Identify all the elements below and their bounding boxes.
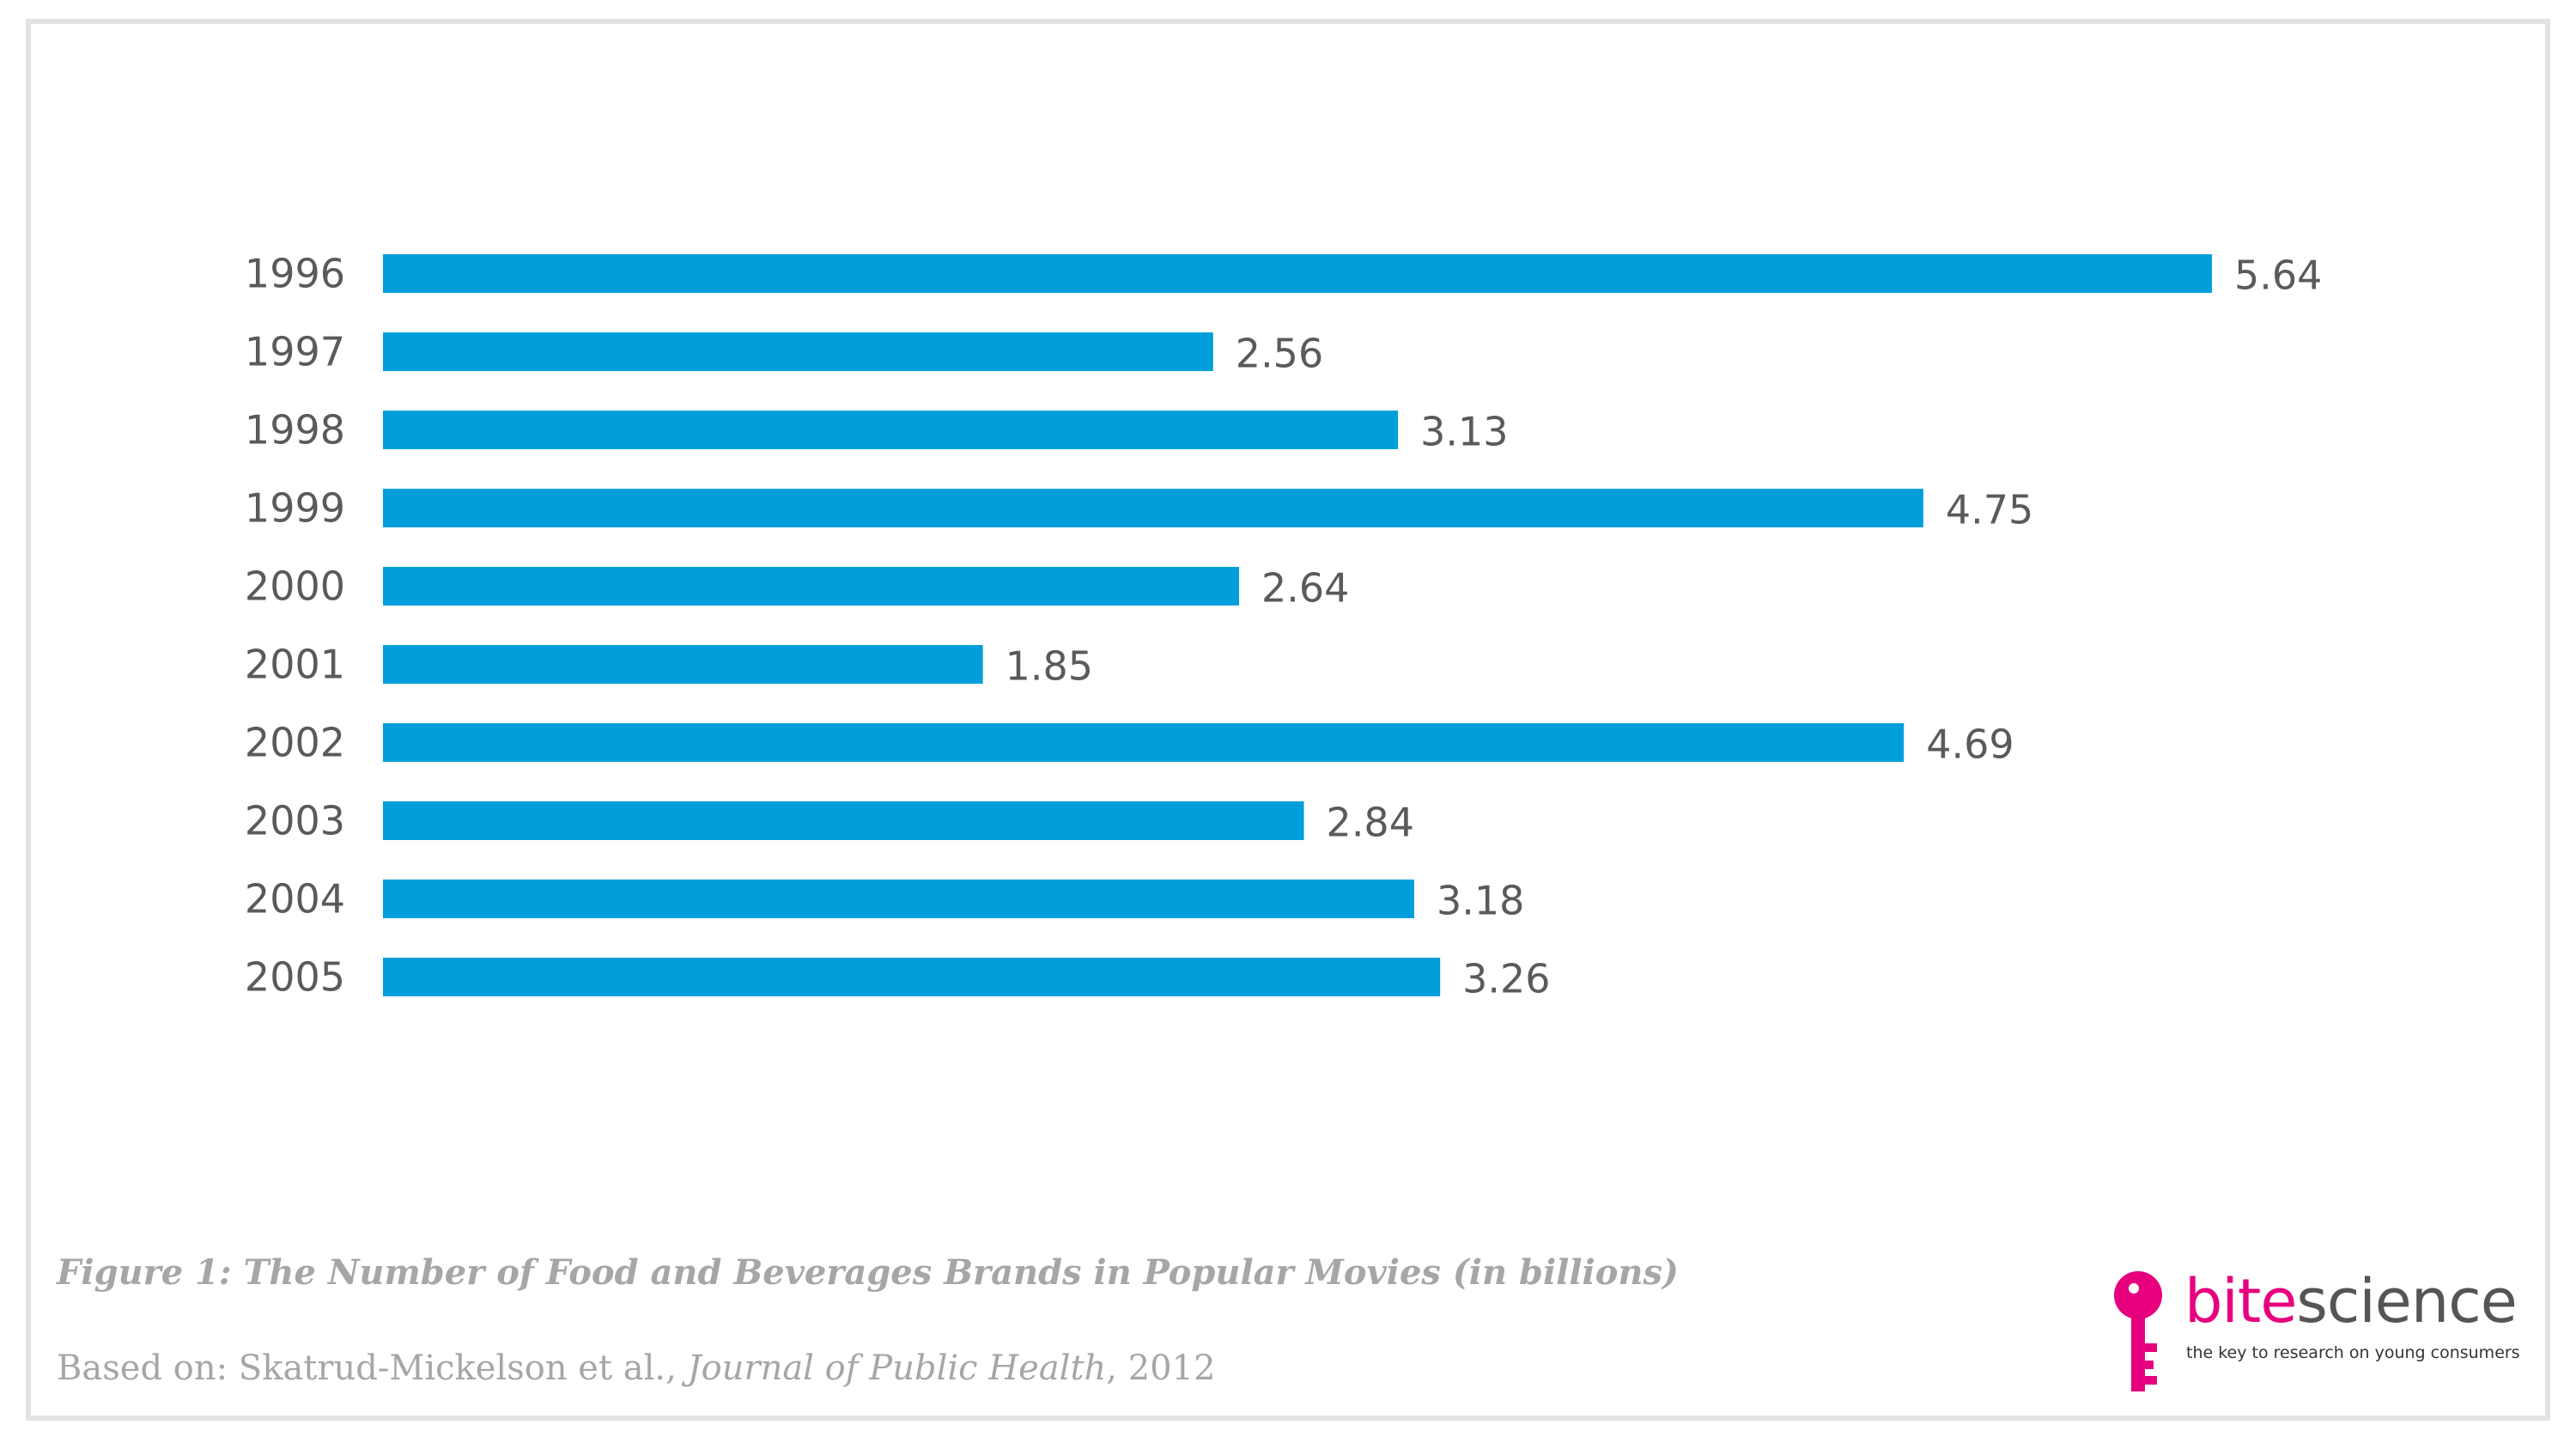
figure-caption: Figure 1: The Number of Food and Beverag… [57,1252,1679,1293]
bitescience-logo: bitescience the key to research on young… [2112,1266,2542,1398]
value-label-1998: 3.13 [1420,409,1508,455]
bar-1999 [383,489,1923,527]
category-label-2003: 2003 [245,798,345,844]
logo-wordmark: bitescience [2184,1266,2518,1336]
value-label-2002: 4.69 [1926,721,2014,768]
value-label-1999: 4.75 [1946,487,2033,533]
category-label-1996: 1996 [245,251,345,297]
category-labels-group: 1996 1997 1998 1999 2000 2001 2002 2003 2004 2005 [245,251,345,1001]
category-label-2000: 2000 [245,563,345,610]
bar-1996 [383,254,2212,293]
value-label-2003: 2.84 [1327,800,1414,846]
logo-name-bite: bite [2184,1266,2297,1336]
value-label-2005: 3.26 [1462,956,1550,1002]
source-suffix: , 2012 [1106,1349,1216,1388]
logo-tagline: the key to research on young consumers [2186,1343,2520,1362]
value-label-2004: 3.18 [1437,878,1524,924]
bar-2000 [383,567,1240,606]
category-label-2002: 2002 [245,720,345,766]
bars-group [383,254,2212,996]
logo-name-science: science [2296,1266,2517,1336]
source-prefix: Based on: Skatrud-Mickelson et al., [57,1349,688,1388]
category-label-1998: 1998 [245,407,345,454]
bar-2001 [383,645,983,684]
value-label-2000: 2.64 [1261,565,1349,612]
category-label-2001: 2001 [245,642,345,688]
category-label-1999: 1999 [245,485,345,532]
bar-1997 [383,332,1213,371]
bar-2004 [383,880,1414,918]
source-citation: Based on: Skatrud-Mickelson et al., Jour… [57,1349,1216,1388]
source-journal: Journal of Public Health [687,1349,1107,1388]
category-label-1997: 1997 [245,329,345,375]
bar-2002 [383,723,1905,762]
value-label-1996: 5.64 [2234,253,2322,299]
chart-frame [26,19,2550,1421]
category-label-2005: 2005 [245,954,345,1001]
bar-2005 [383,958,1441,996]
bar-1998 [383,411,1399,449]
value-label-2001: 1.85 [1005,643,1093,690]
bar-2003 [383,801,1304,840]
value-labels-group: 5.64 2.56 3.13 4.75 2.64 1.85 4.69 2.84 3.18 3.26 [1005,253,2323,1002]
category-label-2004: 2004 [245,876,345,922]
key-icon [2114,1271,2162,1391]
value-label-1997: 2.56 [1236,331,1323,377]
